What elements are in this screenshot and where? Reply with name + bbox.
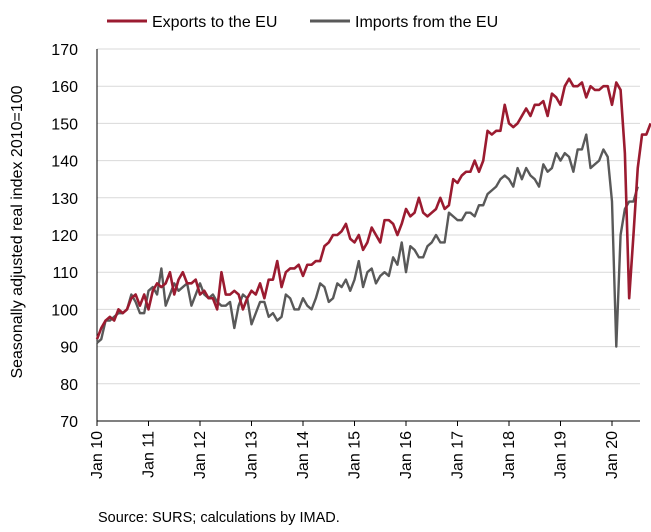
y-tick-label: 130 [51,191,78,208]
x-tick-label: Jan 12 [192,431,209,479]
x-tick-label: Jan 20 [604,431,621,479]
y-tick-label: 80 [60,377,78,394]
y-tick-label: 140 [51,154,78,171]
y-axis-title: Seasonally adjusted real index 2010=100 [9,85,26,378]
axes: 70 80 90 100 110 120 130 140 150 160 170 Jan 10 Jan … [51,42,640,479]
x-tick-label: Jan 10 [89,431,106,479]
y-tick-label: 100 [51,302,78,319]
y-tick-label: 120 [51,228,78,245]
y-tick-label: 90 [60,340,78,357]
series-lines [95,77,651,348]
y-tick-label: 160 [51,79,78,96]
legend-label-exports: Exports to the EU [152,14,277,31]
legend-label-imports: Imports from the EU [355,14,498,31]
x-tick-label: Jan 16 [398,431,415,479]
legend: Exports to the EU Imports from the EU [107,14,498,31]
x-tick-label: Jan 17 [450,431,467,479]
y-tick-label: 70 [60,414,78,431]
x-tick-label: Jan 14 [295,431,312,479]
x-tick-label: Jan 19 [553,431,570,479]
x-tick-label: Jan 18 [501,431,518,479]
source-note: Source: SURS; calculations by IMAD. [98,510,340,526]
y-tick-label: 110 [52,265,78,282]
x-tick-label: Jan 13 [244,431,261,479]
x-tick-label: Jan 15 [347,431,364,479]
y-tick-label: 170 [51,42,78,59]
series-line-exports [95,77,651,340]
y-tick-label: 150 [51,116,78,133]
x-tick-label: Jan 11 [141,431,158,478]
